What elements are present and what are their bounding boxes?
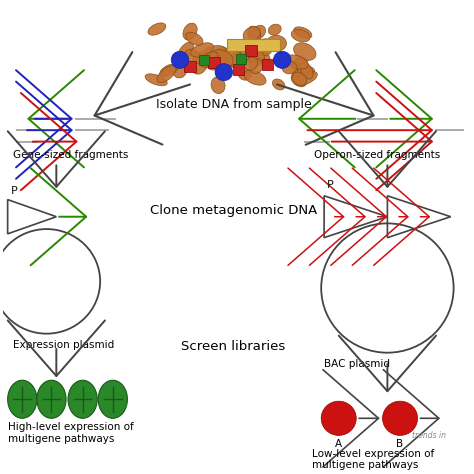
- Ellipse shape: [268, 24, 281, 35]
- Ellipse shape: [37, 380, 66, 418]
- Text: A: A: [335, 439, 342, 449]
- Bar: [233, 64, 244, 75]
- Circle shape: [273, 51, 291, 68]
- Ellipse shape: [294, 27, 312, 38]
- Ellipse shape: [228, 52, 245, 68]
- Ellipse shape: [157, 66, 176, 82]
- Ellipse shape: [244, 70, 266, 85]
- Text: P: P: [327, 180, 334, 190]
- Bar: [227, 39, 280, 51]
- Bar: [245, 45, 257, 56]
- Ellipse shape: [224, 49, 241, 65]
- Circle shape: [383, 401, 418, 436]
- Ellipse shape: [245, 57, 258, 70]
- Ellipse shape: [178, 42, 193, 61]
- Text: BAC plasmid: BAC plasmid: [324, 359, 390, 369]
- Text: Expression plasmid: Expression plasmid: [12, 340, 114, 350]
- Text: Operon-sized fragments: Operon-sized fragments: [314, 150, 441, 160]
- Ellipse shape: [292, 66, 315, 79]
- Ellipse shape: [250, 48, 270, 63]
- Ellipse shape: [243, 27, 260, 41]
- Bar: [237, 54, 246, 64]
- Ellipse shape: [249, 59, 263, 73]
- Ellipse shape: [241, 46, 258, 62]
- Text: B: B: [396, 439, 404, 449]
- Ellipse shape: [282, 61, 297, 74]
- Ellipse shape: [148, 23, 166, 35]
- Bar: [184, 61, 196, 72]
- Ellipse shape: [238, 68, 251, 80]
- Ellipse shape: [292, 57, 307, 70]
- Circle shape: [321, 401, 356, 436]
- Ellipse shape: [251, 25, 265, 39]
- Ellipse shape: [173, 64, 187, 78]
- Ellipse shape: [297, 63, 310, 74]
- Text: P: P: [10, 186, 18, 196]
- Ellipse shape: [292, 72, 307, 85]
- Text: High-level expression of
multigene pathways: High-level expression of multigene pathw…: [8, 422, 133, 444]
- Ellipse shape: [300, 63, 313, 79]
- Ellipse shape: [293, 43, 316, 61]
- Ellipse shape: [211, 77, 225, 93]
- Ellipse shape: [98, 380, 128, 418]
- Ellipse shape: [8, 380, 37, 418]
- Ellipse shape: [296, 72, 317, 85]
- Text: Gene-sized fragments: Gene-sized fragments: [12, 150, 128, 160]
- Ellipse shape: [185, 49, 202, 64]
- Ellipse shape: [191, 52, 209, 74]
- Circle shape: [171, 51, 189, 68]
- Ellipse shape: [273, 79, 285, 90]
- Ellipse shape: [267, 36, 286, 51]
- Ellipse shape: [285, 55, 309, 69]
- Ellipse shape: [210, 50, 233, 68]
- Text: Low-level expression of
multigene pathways: Low-level expression of multigene pathwa…: [312, 449, 435, 470]
- Ellipse shape: [206, 55, 225, 70]
- Bar: [200, 55, 209, 64]
- Ellipse shape: [183, 23, 197, 40]
- Ellipse shape: [249, 50, 264, 65]
- Text: Isolate DNA from sample: Isolate DNA from sample: [155, 98, 311, 111]
- Ellipse shape: [68, 380, 97, 418]
- Ellipse shape: [247, 26, 261, 42]
- Bar: [262, 59, 273, 70]
- Bar: [208, 57, 220, 68]
- Ellipse shape: [215, 47, 228, 63]
- Ellipse shape: [191, 43, 214, 57]
- Ellipse shape: [291, 29, 310, 42]
- Ellipse shape: [201, 52, 218, 67]
- Text: Clone metagenomic DNA: Clone metagenomic DNA: [150, 203, 317, 217]
- Ellipse shape: [203, 46, 226, 57]
- Ellipse shape: [291, 73, 307, 87]
- Circle shape: [215, 64, 233, 81]
- Text: Screen libraries: Screen libraries: [182, 340, 286, 354]
- Ellipse shape: [145, 74, 167, 86]
- Text: trends in: trends in: [412, 431, 446, 440]
- Ellipse shape: [186, 32, 203, 46]
- Ellipse shape: [257, 39, 273, 55]
- Ellipse shape: [160, 64, 178, 76]
